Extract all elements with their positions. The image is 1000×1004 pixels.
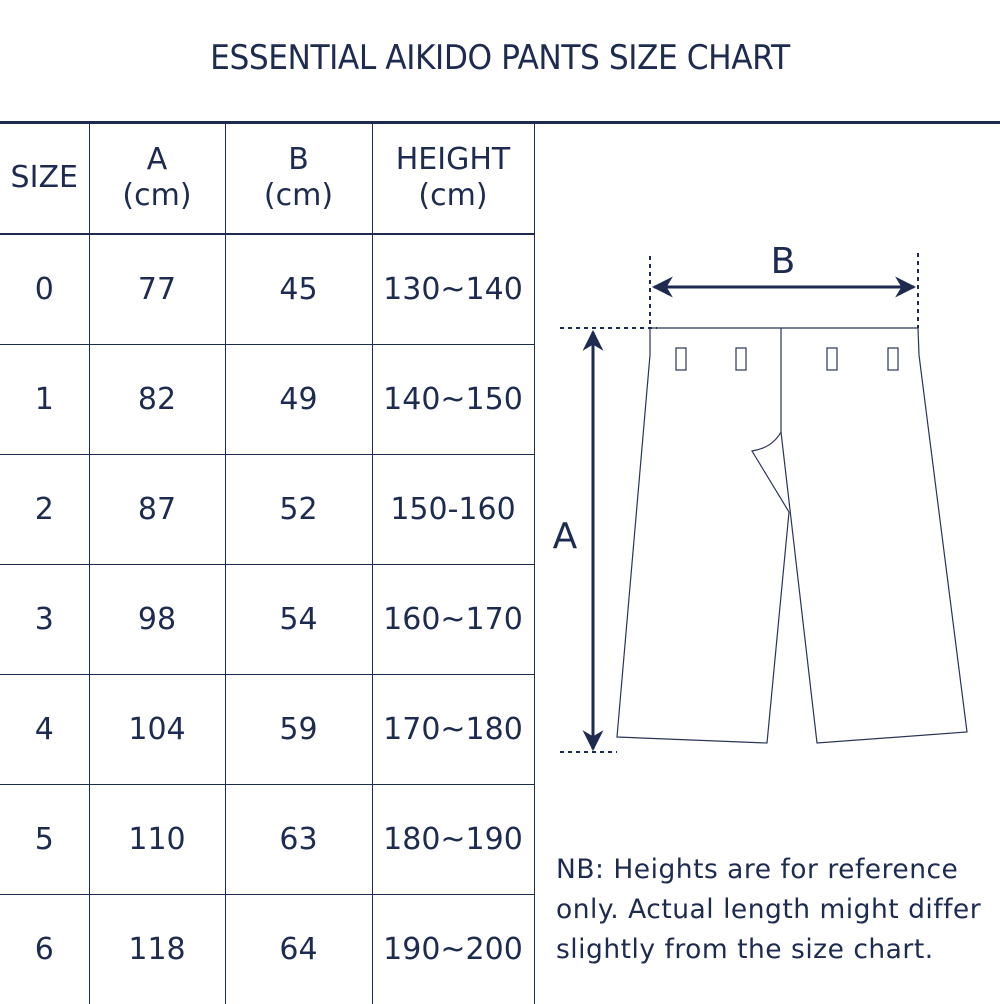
label-b: B — [771, 241, 796, 282]
belt-loop — [736, 348, 746, 370]
pants-outline — [617, 328, 967, 743]
belt-loop — [888, 348, 898, 370]
belt-loop — [676, 348, 686, 370]
reference-note: NB: Heights are for reference only. Actu… — [556, 850, 996, 970]
belt-loop — [827, 348, 837, 370]
label-a: A — [553, 516, 578, 557]
